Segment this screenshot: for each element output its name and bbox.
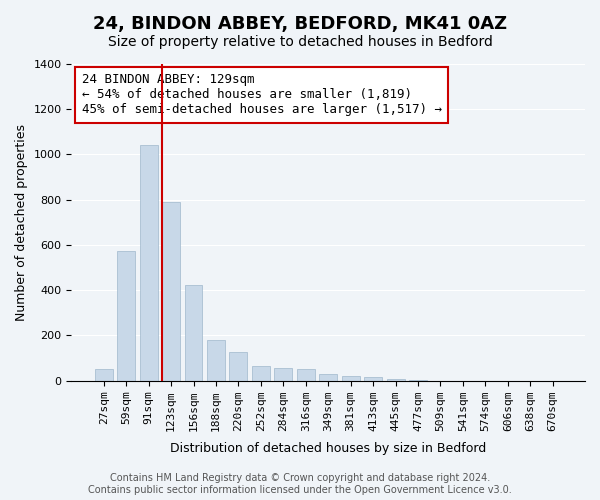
Bar [207, 340, 225, 380]
Bar [364, 378, 382, 380]
X-axis label: Distribution of detached houses by size in Bedford: Distribution of detached houses by size … [170, 442, 487, 455]
Bar [252, 366, 270, 380]
Bar [386, 379, 404, 380]
Bar [229, 352, 247, 380]
Text: Size of property relative to detached houses in Bedford: Size of property relative to detached ho… [107, 35, 493, 49]
Bar [185, 284, 202, 380]
Bar [117, 250, 135, 380]
Bar [319, 374, 337, 380]
Y-axis label: Number of detached properties: Number of detached properties [15, 124, 28, 321]
Bar [95, 370, 113, 380]
Bar [162, 202, 180, 380]
Bar [341, 376, 359, 380]
Bar [297, 370, 315, 380]
Bar [140, 146, 158, 380]
Text: 24 BINDON ABBEY: 129sqm
← 54% of detached houses are smaller (1,819)
45% of semi: 24 BINDON ABBEY: 129sqm ← 54% of detache… [82, 74, 442, 116]
Text: 24, BINDON ABBEY, BEDFORD, MK41 0AZ: 24, BINDON ABBEY, BEDFORD, MK41 0AZ [93, 15, 507, 33]
Text: Contains HM Land Registry data © Crown copyright and database right 2024.
Contai: Contains HM Land Registry data © Crown c… [88, 474, 512, 495]
Bar [274, 368, 292, 380]
